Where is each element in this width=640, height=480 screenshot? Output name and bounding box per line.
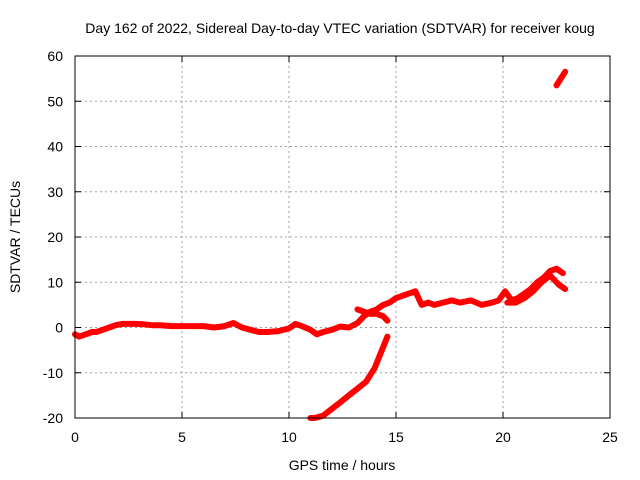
series-negative-segment [307, 333, 391, 421]
chart-title: Day 162 of 2022, Sidereal Day-to-day VTE… [85, 20, 594, 36]
y-tick-label: 50 [47, 93, 63, 109]
x-tick-label: 25 [602, 429, 618, 445]
tick-layer: 0 5 10 15 20 25 -20 -10 0 10 20 30 40 50 60 [43, 48, 618, 445]
x-tick-label: 10 [281, 429, 297, 445]
y-tick-label: -10 [43, 365, 63, 381]
x-tick-label: 0 [71, 429, 79, 445]
x-tick-label: 15 [388, 429, 404, 445]
series-layer [72, 68, 569, 421]
y-tick-label: 40 [47, 139, 63, 155]
series-late-branch [504, 272, 569, 306]
y-tick-label: 10 [47, 274, 63, 290]
series-main [72, 265, 566, 340]
x-axis-label: GPS time / hours [289, 457, 396, 473]
series-top-segment [553, 68, 569, 89]
y-tick-label: -20 [43, 410, 63, 426]
x-tick-label: 20 [495, 429, 511, 445]
plot-frame [74, 55, 611, 419]
y-tick-label: 20 [47, 229, 63, 245]
series-lower-branch [354, 306, 391, 324]
x-tick-label: 5 [178, 429, 186, 445]
grid-layer [75, 56, 610, 418]
y-tick-label: 60 [47, 48, 63, 64]
y-tick-label: 30 [47, 184, 63, 200]
y-axis-label: SDTVAR / TECUs [7, 181, 23, 293]
y-tick-label: 0 [55, 320, 63, 336]
